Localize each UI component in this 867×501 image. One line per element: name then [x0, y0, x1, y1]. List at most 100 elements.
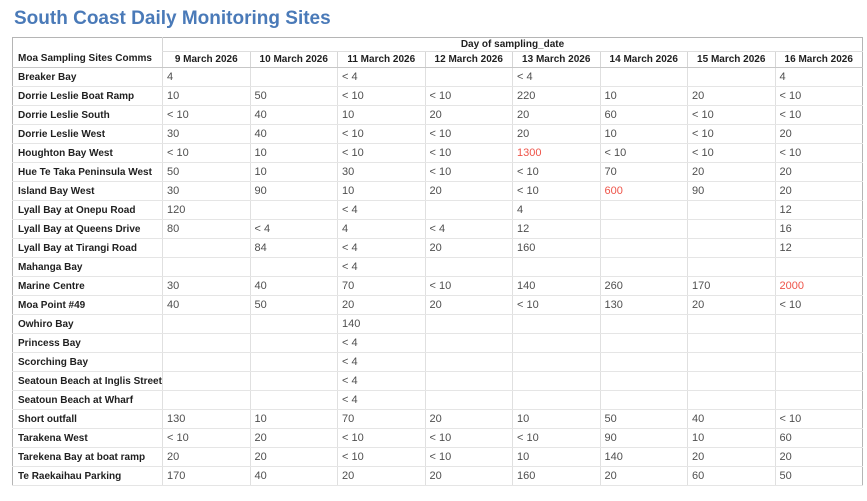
- value-cell[interactable]: [774, 333, 863, 353]
- value-cell[interactable]: [512, 352, 600, 372]
- value-cell[interactable]: [249, 314, 338, 334]
- value-cell[interactable]: [424, 333, 513, 353]
- value-cell[interactable]: 10: [599, 86, 688, 106]
- value-cell[interactable]: 140: [512, 276, 600, 296]
- value-cell[interactable]: 20: [424, 238, 513, 258]
- value-cell[interactable]: < 10: [512, 181, 600, 201]
- value-cell[interactable]: < 4: [337, 390, 425, 410]
- value-cell[interactable]: 20: [774, 447, 863, 467]
- value-cell[interactable]: < 10: [774, 105, 863, 125]
- value-cell[interactable]: [249, 371, 338, 391]
- column-header-date[interactable]: 16 March 2026: [774, 51, 863, 68]
- value-cell[interactable]: < 10: [424, 276, 513, 296]
- value-cell[interactable]: 20: [162, 447, 250, 467]
- value-cell[interactable]: [599, 67, 688, 87]
- value-cell[interactable]: [687, 390, 775, 410]
- site-name[interactable]: Dorrie Leslie Boat Ramp: [12, 86, 163, 106]
- value-cell[interactable]: 30: [337, 162, 425, 182]
- value-cell[interactable]: < 10: [162, 428, 250, 448]
- value-cell[interactable]: 40: [162, 295, 250, 315]
- value-cell[interactable]: 10: [162, 86, 250, 106]
- value-cell[interactable]: 20: [774, 181, 863, 201]
- column-header-date[interactable]: 10 March 2026: [249, 51, 338, 68]
- value-cell[interactable]: [599, 371, 688, 391]
- value-cell[interactable]: [249, 200, 338, 220]
- value-cell[interactable]: 12: [512, 219, 600, 239]
- site-name[interactable]: Lyall Bay at Tirangi Road: [12, 238, 163, 258]
- value-cell[interactable]: 20: [687, 86, 775, 106]
- value-cell[interactable]: < 10: [512, 428, 600, 448]
- value-cell[interactable]: 260: [599, 276, 688, 296]
- value-cell[interactable]: [162, 238, 250, 258]
- value-cell[interactable]: < 10: [599, 143, 688, 163]
- value-cell[interactable]: 20: [512, 105, 600, 125]
- value-cell[interactable]: [162, 352, 250, 372]
- site-name[interactable]: Dorrie Leslie South: [12, 105, 163, 125]
- value-cell-alert[interactable]: 1300: [512, 143, 600, 163]
- value-cell[interactable]: [424, 352, 513, 372]
- value-cell[interactable]: < 4: [424, 219, 513, 239]
- value-cell[interactable]: < 10: [424, 447, 513, 467]
- value-cell[interactable]: 90: [687, 181, 775, 201]
- value-cell[interactable]: [424, 371, 513, 391]
- value-cell[interactable]: [249, 257, 338, 277]
- value-cell[interactable]: 40: [249, 124, 338, 144]
- value-cell[interactable]: < 10: [424, 428, 513, 448]
- value-cell[interactable]: < 4: [337, 352, 425, 372]
- column-header-date[interactable]: 12 March 2026: [424, 51, 513, 68]
- value-cell[interactable]: 20: [424, 181, 513, 201]
- value-cell[interactable]: 10: [687, 428, 775, 448]
- value-cell[interactable]: < 4: [249, 219, 338, 239]
- column-header-date[interactable]: 15 March 2026: [687, 51, 775, 68]
- site-name[interactable]: Breaker Bay: [12, 67, 163, 87]
- value-cell[interactable]: 70: [337, 409, 425, 429]
- value-cell[interactable]: < 10: [337, 143, 425, 163]
- value-cell[interactable]: 16: [774, 219, 863, 239]
- value-cell[interactable]: 50: [774, 466, 863, 486]
- value-cell[interactable]: [687, 257, 775, 277]
- value-cell[interactable]: < 10: [424, 162, 513, 182]
- value-cell[interactable]: 20: [687, 447, 775, 467]
- value-cell[interactable]: 20: [687, 295, 775, 315]
- value-cell-alert[interactable]: 600: [599, 181, 688, 201]
- value-cell[interactable]: [774, 352, 863, 372]
- site-name[interactable]: Tarakena West: [12, 428, 163, 448]
- value-cell[interactable]: 10: [337, 181, 425, 201]
- value-cell[interactable]: [599, 352, 688, 372]
- value-cell[interactable]: [249, 67, 338, 87]
- value-cell[interactable]: [424, 314, 513, 334]
- value-cell[interactable]: < 10: [512, 162, 600, 182]
- value-cell[interactable]: 4: [774, 67, 863, 87]
- value-cell[interactable]: < 10: [424, 124, 513, 144]
- value-cell[interactable]: [687, 333, 775, 353]
- site-name[interactable]: Marine Centre: [12, 276, 163, 296]
- value-cell[interactable]: < 10: [162, 143, 250, 163]
- site-name[interactable]: Hue Te Taka Peninsula West: [12, 162, 163, 182]
- value-cell[interactable]: [599, 238, 688, 258]
- value-cell[interactable]: [687, 371, 775, 391]
- corner-header-sampling-sites[interactable]: Moa Sampling Sites Comms: [12, 37, 163, 68]
- value-cell[interactable]: 20: [337, 295, 425, 315]
- value-cell[interactable]: < 10: [424, 143, 513, 163]
- value-cell[interactable]: [774, 257, 863, 277]
- value-cell[interactable]: 10: [512, 447, 600, 467]
- value-cell[interactable]: [687, 219, 775, 239]
- value-cell[interactable]: [512, 333, 600, 353]
- value-cell[interactable]: 20: [249, 447, 338, 467]
- value-cell[interactable]: < 10: [337, 447, 425, 467]
- value-cell[interactable]: 10: [249, 143, 338, 163]
- value-cell[interactable]: 4: [162, 67, 250, 87]
- value-cell[interactable]: 20: [424, 466, 513, 486]
- value-cell[interactable]: 84: [249, 238, 338, 258]
- site-name[interactable]: Mahanga Bay: [12, 257, 163, 277]
- value-cell[interactable]: 20: [599, 466, 688, 486]
- value-cell[interactable]: [774, 390, 863, 410]
- site-name[interactable]: Scorching Bay: [12, 352, 163, 372]
- value-cell[interactable]: < 4: [337, 238, 425, 258]
- value-cell[interactable]: 70: [337, 276, 425, 296]
- column-header-date[interactable]: 13 March 2026: [512, 51, 600, 68]
- value-cell[interactable]: < 10: [424, 86, 513, 106]
- value-cell[interactable]: 4: [337, 219, 425, 239]
- value-cell[interactable]: 140: [337, 314, 425, 334]
- value-cell[interactable]: 50: [249, 295, 338, 315]
